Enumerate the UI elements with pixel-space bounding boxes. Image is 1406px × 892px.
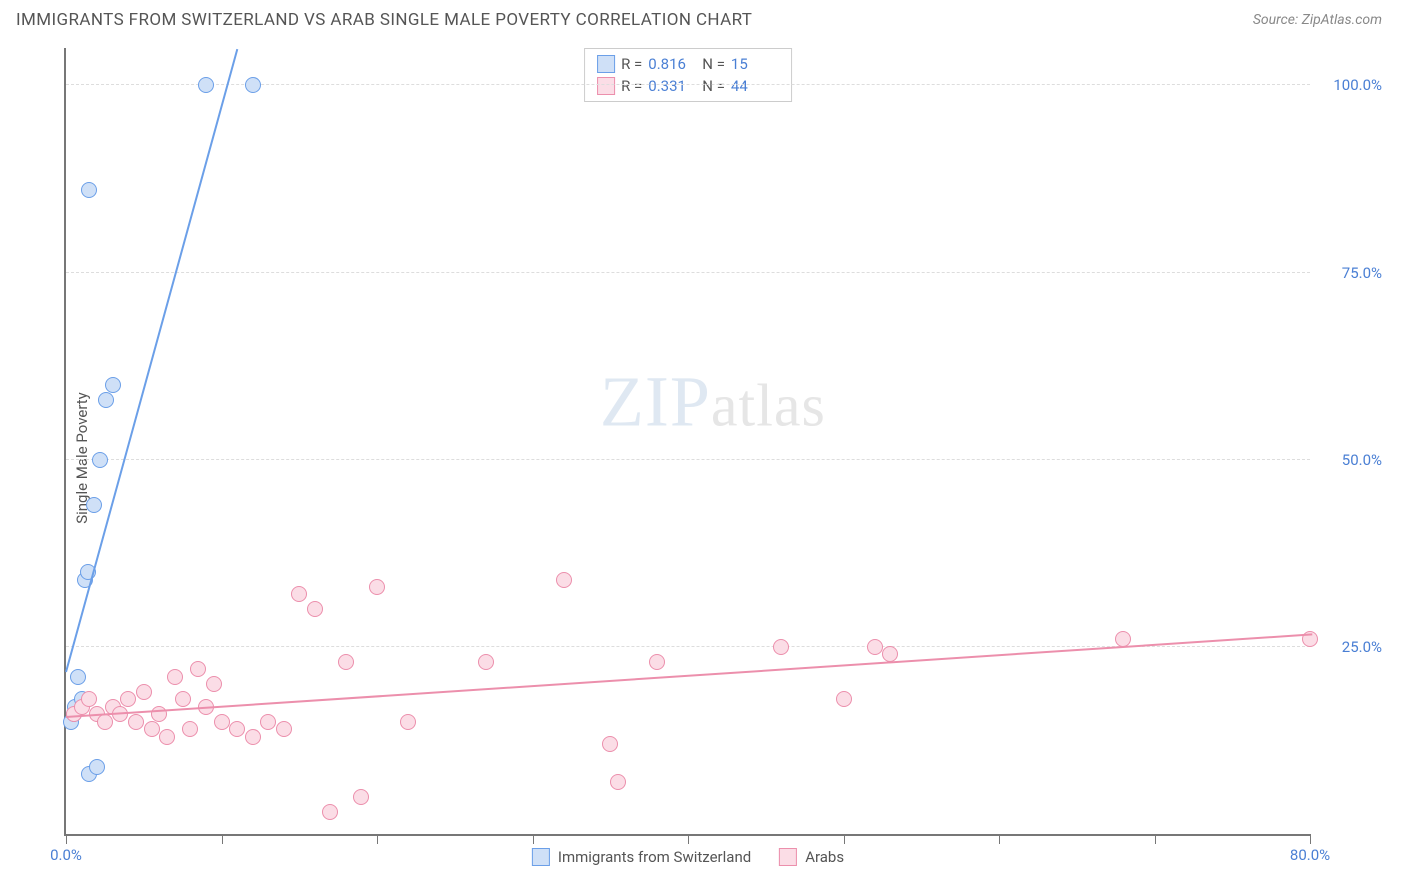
scatter-point: [307, 601, 323, 617]
x-tick: [1155, 834, 1156, 844]
gridline: [66, 459, 1310, 460]
chart-title: IMMIGRANTS FROM SWITZERLAND VS ARAB SING…: [16, 10, 752, 30]
scatter-point: [81, 691, 97, 707]
legend-series-label: Immigrants from Switzerland: [558, 848, 751, 866]
legend-series-item: Immigrants from Switzerland: [532, 848, 751, 866]
x-tick: [222, 834, 223, 844]
scatter-point: [105, 377, 121, 393]
legend-r-label: R =: [621, 55, 642, 73]
scatter-point: [338, 654, 354, 670]
scatter-point: [97, 714, 113, 730]
x-tick: [688, 834, 689, 844]
scatter-point: [167, 669, 183, 685]
scatter-point: [198, 77, 214, 93]
y-tick-label: 50.0%: [1342, 451, 1382, 469]
x-tick-label: 0.0%: [50, 846, 82, 864]
scatter-point: [353, 789, 369, 805]
scatter-point: [836, 691, 852, 707]
scatter-point: [400, 714, 416, 730]
scatter-point: [128, 714, 144, 730]
scatter-point: [610, 774, 626, 790]
legend-r-value: 0.331: [648, 77, 696, 95]
scatter-point: [144, 721, 160, 737]
scatter-point: [214, 714, 230, 730]
y-tick-label: 25.0%: [1342, 638, 1382, 656]
scatter-point: [86, 497, 102, 513]
legend-swatch: [597, 77, 615, 95]
scatter-point: [369, 579, 385, 595]
scatter-point: [245, 729, 261, 745]
scatter-point: [206, 676, 222, 692]
scatter-point: [190, 661, 206, 677]
plot-area: ZIPatlas R =0.816N =15R =0.331N =44 Immi…: [64, 48, 1310, 836]
watermark: ZIPatlas: [600, 360, 826, 443]
scatter-point: [159, 729, 175, 745]
scatter-point: [182, 721, 198, 737]
x-tick: [999, 834, 1000, 844]
legend-n-value: 15: [731, 55, 779, 73]
gridline: [66, 272, 1310, 273]
y-tick-label: 100.0%: [1333, 76, 1382, 94]
scatter-point: [98, 392, 114, 408]
scatter-point: [602, 736, 618, 752]
legend-swatch: [779, 848, 797, 866]
x-tick: [377, 834, 378, 844]
x-tick: [1310, 834, 1311, 844]
legend-n-value: 44: [731, 77, 779, 95]
source-attribution: Source: ZipAtlas.com: [1253, 12, 1382, 28]
scatter-point: [92, 452, 108, 468]
legend-r-label: R =: [621, 77, 642, 95]
scatter-point: [89, 759, 105, 775]
legend-n-label: N =: [702, 55, 725, 73]
x-tick-label: 80.0%: [1290, 846, 1330, 864]
trend-line: [65, 49, 238, 672]
scatter-point: [136, 684, 152, 700]
legend-series-label: Arabs: [805, 848, 844, 866]
scatter-point: [276, 721, 292, 737]
scatter-point: [867, 639, 883, 655]
legend-correlation: R = 0.816 N = 15 R = 0.331 N = 44: [584, 48, 792, 102]
chart-container: Single Male Poverty ZIPatlas R =0.816N =…: [16, 40, 1390, 876]
scatter-point: [882, 646, 898, 662]
scatter-point: [322, 804, 338, 820]
scatter-point: [649, 654, 665, 670]
legend-swatch: [597, 55, 615, 73]
scatter-point: [229, 721, 245, 737]
scatter-point: [291, 586, 307, 602]
scatter-point: [478, 654, 494, 670]
scatter-point: [260, 714, 276, 730]
x-tick: [844, 834, 845, 844]
legend-row: R = 0.816 N = 15: [597, 53, 779, 75]
legend-n-label: N =: [702, 77, 725, 95]
scatter-point: [81, 182, 97, 198]
scatter-point: [120, 691, 136, 707]
scatter-point: [556, 572, 572, 588]
y-tick-label: 75.0%: [1342, 264, 1382, 282]
legend-swatch: [532, 848, 550, 866]
legend-r-value: 0.816: [648, 55, 696, 73]
x-tick: [533, 834, 534, 844]
legend-series: Immigrants from Switzerland Arabs: [532, 848, 844, 866]
legend-series-item: Arabs: [779, 848, 844, 866]
scatter-point: [245, 77, 261, 93]
legend-row: R = 0.331 N = 44: [597, 75, 779, 97]
scatter-point: [175, 691, 191, 707]
x-tick: [66, 834, 67, 844]
scatter-point: [70, 669, 86, 685]
scatter-point: [773, 639, 789, 655]
